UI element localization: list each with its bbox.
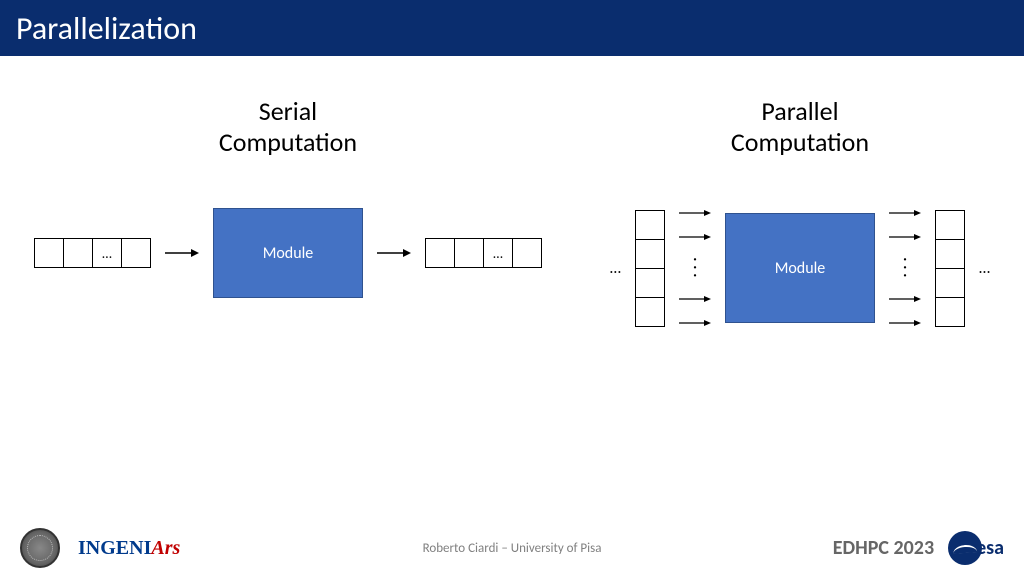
serial-input-cells: …	[34, 238, 151, 268]
footer-right: EDHPC 2023 esa	[833, 531, 1004, 565]
parallel-title: Parallel Computation	[731, 96, 869, 158]
cell	[635, 239, 665, 269]
serial-title: Serial Computation	[219, 96, 357, 158]
university-seal-icon	[20, 528, 60, 568]
slide-title: Parallelization	[16, 9, 197, 48]
ingeniars-logo: INGENIArs	[78, 537, 180, 560]
cell	[935, 239, 965, 269]
arrow-right-icon	[165, 247, 199, 259]
serial-column: Serial Computation … Module …	[34, 96, 542, 328]
cell	[121, 238, 151, 268]
arrow-right-icon	[889, 318, 921, 328]
parallel-diagram: … ··· Module ···	[610, 208, 990, 328]
serial-module: Module	[213, 208, 363, 298]
cell	[935, 210, 965, 240]
vertical-dots-icon: ···	[693, 256, 697, 280]
arrow-right-icon	[679, 294, 711, 304]
cell	[635, 210, 665, 240]
cell-ellipsis: …	[483, 238, 513, 268]
footer: INGENIArs Roberto Ciardi – University of…	[0, 520, 1024, 576]
cell	[635, 268, 665, 298]
serial-output-cells: …	[425, 238, 542, 268]
parallel-output-cells	[935, 210, 965, 327]
slide-header: Parallelization	[0, 0, 1024, 56]
cell	[935, 268, 965, 298]
arrow-right-icon	[679, 232, 711, 242]
arrows-out: ···	[889, 208, 921, 328]
footer-author: Roberto Ciardi – University of Pisa	[423, 541, 602, 556]
arrow-right-icon	[377, 247, 411, 259]
arrow-right-icon	[679, 208, 711, 218]
serial-diagram: … Module …	[34, 208, 542, 298]
cell	[512, 238, 542, 268]
edhpc-label: EDHPC 2023	[833, 536, 934, 560]
arrow-right-icon	[889, 208, 921, 218]
cell	[34, 238, 64, 268]
parallel-column: Parallel Computation … ··· Module	[610, 96, 990, 328]
arrow-right-icon	[889, 232, 921, 242]
footer-left: INGENIArs	[20, 528, 180, 568]
cell	[454, 238, 484, 268]
ellipsis-left: …	[610, 259, 621, 278]
ellipsis-right: …	[979, 259, 990, 278]
vertical-dots-icon: ···	[903, 256, 907, 280]
parallel-module: Module	[725, 213, 875, 323]
cell	[635, 297, 665, 327]
arrow-right-icon	[679, 318, 711, 328]
parallel-input-cells	[635, 210, 665, 327]
cell	[935, 297, 965, 327]
esa-logo-icon: esa	[948, 531, 1004, 565]
content-area: Serial Computation … Module …	[0, 56, 1024, 328]
arrows-in: ···	[679, 208, 711, 328]
arrow-right-icon	[889, 294, 921, 304]
cell-ellipsis: …	[92, 238, 122, 268]
cell	[425, 238, 455, 268]
cell	[63, 238, 93, 268]
